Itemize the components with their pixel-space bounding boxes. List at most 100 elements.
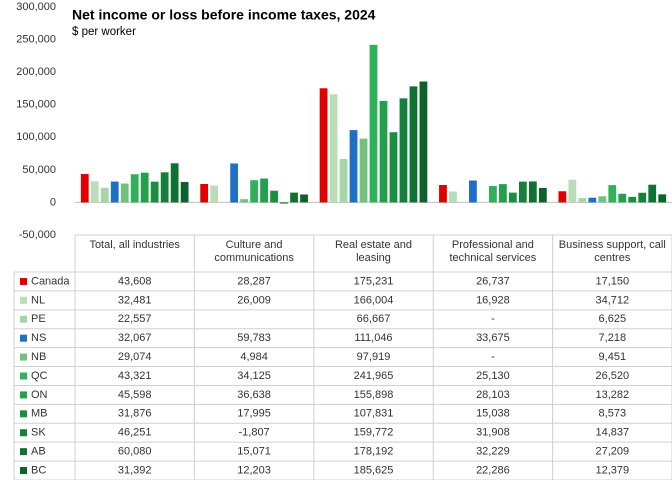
bar: [260, 178, 268, 203]
bar: [558, 191, 567, 203]
bar: [150, 181, 159, 203]
bar: [329, 94, 338, 203]
bar: [130, 174, 139, 203]
table-value: 66,667: [357, 313, 391, 325]
bar: [469, 180, 477, 203]
table-value: 36,638: [237, 389, 271, 401]
table-value: 111,046: [354, 332, 392, 344]
bar: [449, 191, 457, 203]
table-value: -: [491, 351, 495, 363]
table-value: 6,625: [599, 313, 627, 325]
bar: [389, 132, 398, 203]
legend-key: [20, 372, 27, 380]
bar: [319, 88, 328, 203]
legend-key: [20, 410, 27, 418]
table-value: 31,908: [476, 427, 510, 439]
table-value: 60,080: [118, 446, 152, 458]
table-value: 8,573: [599, 408, 627, 420]
legend-key: [20, 334, 27, 342]
bar: [638, 192, 647, 203]
legend-label: NL: [31, 294, 45, 306]
bar: [508, 192, 517, 203]
legend-label: MB: [31, 408, 48, 420]
table-value: 17,995: [237, 408, 271, 420]
legend-label: NS: [31, 332, 46, 344]
table-value: 185,625: [354, 464, 394, 476]
chart-subtitle: $ per worker: [72, 26, 136, 38]
bar: [409, 86, 418, 203]
table-value: 25,130: [476, 370, 510, 382]
table-value: 15,038: [476, 408, 510, 420]
bar: [658, 194, 667, 203]
table-value: 13,282: [595, 389, 629, 401]
bar: [369, 44, 378, 203]
legend-key: [20, 429, 27, 437]
table-value: 159,772: [354, 427, 394, 439]
table-value: 43,608: [118, 275, 152, 287]
bar: [110, 181, 119, 203]
bar: [588, 197, 597, 203]
table-value: 28,103: [476, 389, 510, 401]
y-tick-label: 200,000: [16, 66, 56, 78]
y-tick-label: -50,000: [19, 229, 56, 241]
table-value: 32,229: [476, 446, 510, 458]
legend-label: ON: [31, 389, 48, 401]
legend-label: AB: [31, 446, 46, 458]
bar: [339, 158, 348, 203]
table-value: 22,286: [476, 464, 510, 476]
table-value: 26,520: [595, 370, 629, 382]
table-value: 27,209: [595, 446, 629, 458]
legend-label: PE: [31, 313, 46, 325]
legend-key: [20, 277, 27, 285]
table-value: 155,898: [354, 389, 394, 401]
bar: [230, 163, 239, 203]
legend-key: [20, 448, 27, 456]
bar: [498, 184, 507, 203]
category-label: Total, all industries: [89, 239, 180, 251]
y-tick-label: 50,000: [22, 164, 56, 176]
bar: [160, 172, 169, 203]
legend-key: [20, 467, 27, 475]
table-value: 45,598: [118, 389, 152, 401]
table-value: 9,451: [599, 351, 627, 363]
table-value: 32,067: [118, 332, 152, 344]
table-value: 17,150: [595, 275, 629, 287]
table-value: 178,192: [354, 446, 394, 458]
table-value: 4,984: [240, 351, 268, 363]
legend-label: NB: [31, 351, 46, 363]
bar: [568, 179, 577, 203]
bar: [180, 181, 189, 203]
y-tick-label: 150,000: [16, 99, 56, 111]
table-value: 12,203: [237, 464, 271, 476]
bar: [270, 190, 278, 203]
table-value: 34,712: [595, 294, 629, 306]
table-value: 43,321: [118, 370, 152, 382]
legend-label: SK: [31, 427, 46, 439]
legend-label: Canada: [31, 275, 70, 287]
bar: [200, 184, 209, 203]
bar: [528, 181, 537, 203]
table-value: -: [491, 313, 495, 325]
table-value: 31,392: [118, 464, 152, 476]
bar: [628, 196, 637, 203]
bar: [489, 186, 497, 203]
table-value: 29,074: [118, 351, 152, 363]
bar: [518, 181, 527, 203]
table-value: 26,737: [476, 275, 510, 287]
table-value: 12,379: [595, 464, 629, 476]
bar: [538, 187, 547, 203]
legend-key: [20, 296, 27, 304]
table-value: 31,876: [118, 408, 152, 420]
table-value: 241,965: [354, 370, 394, 382]
bar: [90, 181, 99, 203]
legend-key: [20, 315, 27, 323]
bar: [419, 81, 428, 203]
table-value: 16,928: [476, 294, 510, 306]
bar: [140, 172, 149, 203]
y-tick-label: 0: [50, 196, 56, 208]
bar: [80, 174, 89, 203]
bar: [170, 163, 179, 203]
table-value: 22,557: [118, 313, 152, 325]
